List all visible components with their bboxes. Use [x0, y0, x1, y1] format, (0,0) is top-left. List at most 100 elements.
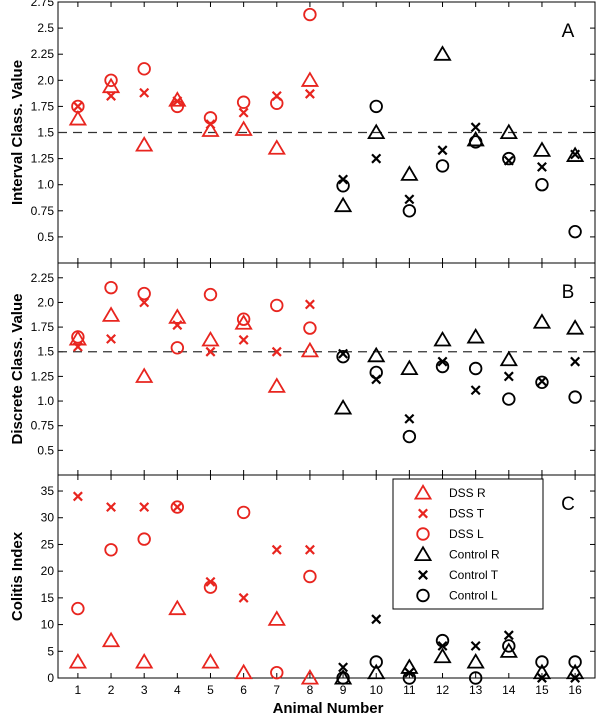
data-point — [236, 95, 251, 109]
data-point — [137, 286, 151, 301]
data-point — [104, 73, 118, 88]
data-point — [404, 413, 415, 424]
data-point — [304, 544, 315, 555]
data-point — [300, 341, 320, 358]
panel-b: 0.5 0.75 1.0 1.25 1.5 1.75 2.0 2.25 Discrete Cla… — [9, 262, 596, 476]
legend-label: Control R — [449, 548, 500, 562]
data-point — [170, 341, 185, 355]
data-point — [402, 204, 417, 218]
data-point — [532, 313, 552, 329]
data-point — [236, 312, 251, 326]
data-point — [470, 122, 481, 133]
x-tick-label: 1 — [75, 683, 82, 697]
data-point — [300, 71, 320, 87]
data-point — [106, 333, 117, 344]
data-point — [532, 141, 552, 157]
data-point — [271, 346, 282, 357]
data-point — [502, 392, 516, 406]
data-point — [499, 350, 518, 367]
data-point — [468, 135, 483, 149]
data-point — [238, 107, 249, 118]
series-control-t — [338, 122, 581, 205]
legend-marker — [416, 527, 430, 541]
y-tick-label: 0.5 — [37, 443, 54, 457]
legend-marker — [413, 545, 433, 562]
data-point — [106, 502, 117, 513]
data-point — [201, 330, 220, 347]
data-point — [535, 375, 549, 390]
data-point — [71, 330, 85, 344]
data-point — [203, 111, 218, 125]
legend-marker — [413, 484, 433, 500]
data-point — [68, 329, 88, 346]
x-tick-label: 8 — [307, 683, 314, 697]
series-dss-l — [71, 500, 317, 680]
legend-marker — [418, 570, 428, 580]
data-point — [234, 663, 253, 680]
series-dss-l — [71, 7, 317, 125]
panel-a: 0.5 0.75 1.0 1.25 1.5 1.75 2.0 2.25 2.5 2.75 Inter… — [9, 0, 596, 264]
data-point — [203, 580, 218, 594]
data-point — [499, 123, 518, 140]
x-tick-label: 14 — [502, 683, 516, 697]
data-point — [201, 121, 220, 137]
x-tick-label: 4 — [174, 683, 181, 697]
data-point — [203, 287, 218, 302]
x-tick-label: 2 — [108, 683, 115, 697]
data-point — [139, 87, 150, 98]
data-point — [570, 149, 581, 160]
y-tick-label: 2.5 — [37, 21, 54, 35]
y-tick-label: 1.0 — [37, 394, 54, 408]
data-point — [135, 367, 154, 383]
panels: 0.5 0.75 1.0 1.25 1.5 1.75 2.0 2.25 2.5 2.75 Inter… — [9, 0, 596, 697]
x-tick-label: 15 — [535, 683, 549, 697]
data-point — [433, 647, 452, 664]
data-point — [68, 653, 88, 669]
legend-box — [392, 478, 544, 610]
data-point — [300, 669, 320, 685]
y-tick-label: 1.25 — [31, 152, 55, 166]
data-point — [404, 194, 415, 205]
data-point — [536, 161, 547, 172]
x-tick-label: 9 — [340, 683, 347, 697]
data-point — [468, 361, 483, 376]
y-tick-label: 30 — [41, 511, 55, 525]
data-point — [205, 346, 216, 357]
data-point — [536, 376, 547, 387]
data-point — [568, 655, 582, 669]
legend-marker — [416, 588, 430, 603]
data-point — [371, 614, 382, 625]
data-point — [270, 298, 284, 313]
y-tick-label: 20 — [41, 564, 55, 578]
data-point — [367, 663, 386, 680]
data-point — [170, 99, 185, 114]
series-control-r — [333, 313, 585, 415]
y-tick-label: 0.75 — [31, 204, 55, 218]
y-tick-label: 0.75 — [31, 419, 55, 433]
panel-letter: A — [562, 21, 575, 42]
x-tick-label: 7 — [273, 683, 280, 697]
data-point — [369, 655, 383, 669]
data-point — [135, 136, 154, 152]
series-control-r — [333, 45, 585, 213]
data-point — [236, 505, 251, 520]
y-tick-label: 0.5 — [37, 230, 54, 244]
data-point — [338, 662, 349, 673]
series-dss-r — [68, 306, 320, 393]
data-point — [466, 327, 485, 344]
data-point — [333, 398, 353, 415]
data-point — [135, 653, 154, 669]
data-point — [303, 321, 317, 335]
data-point — [435, 633, 450, 648]
x-tick-label: 3 — [141, 683, 148, 697]
series-dss-t — [72, 297, 315, 357]
y-tick-label: 25 — [41, 537, 55, 551]
y-tick-label: 2.0 — [37, 73, 54, 87]
series-dss-t — [72, 491, 315, 603]
data-point — [303, 7, 317, 22]
data-point — [238, 592, 249, 603]
data-point — [535, 655, 549, 669]
data-point — [101, 631, 121, 648]
data-point — [470, 640, 481, 651]
